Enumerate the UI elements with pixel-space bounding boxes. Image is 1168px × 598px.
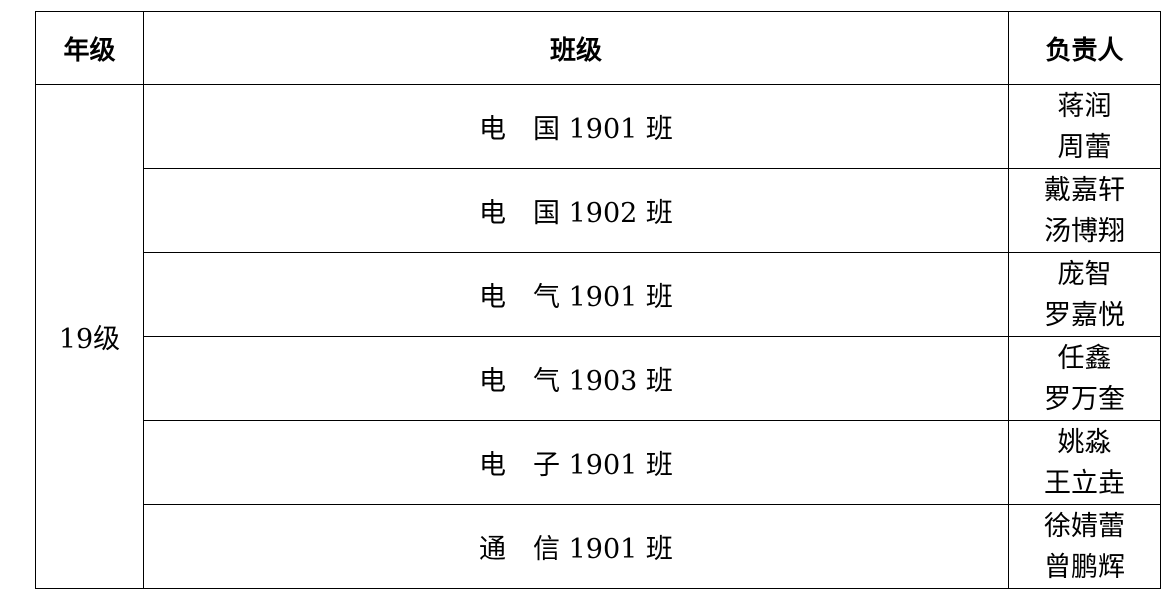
responsible-cell: 徐婧蕾 曾鹏辉: [1008, 504, 1161, 589]
table-row: 电 子 1901 班 姚淼王立垚: [36, 420, 1161, 505]
table-row: 电 气 1901 班 庞智罗嘉悦: [36, 252, 1161, 337]
header-class: 班级: [143, 11, 1009, 85]
table-row: 电 国 1902 班 戴嘉轩汤博翔: [36, 168, 1161, 253]
person-name: 戴嘉轩: [1044, 174, 1125, 206]
class-cell: 电 国 1902 班: [143, 168, 1009, 253]
person-name: 罗嘉悦: [1044, 299, 1125, 331]
person-name: 徐婧蕾: [1044, 510, 1125, 542]
class-cell: 电 气 1903 班: [143, 336, 1009, 421]
person-name: 任鑫: [1057, 342, 1112, 374]
person-name: 姚淼: [1057, 426, 1112, 458]
person-name: 庞智: [1057, 258, 1112, 290]
header-grade: 年级: [35, 11, 144, 85]
responsible-cell: 姚淼 王立垚: [1008, 420, 1161, 505]
class-responsibility-table: 年级 班级 负责人 19级 电 国 1901 班 蒋润周蕾 电 国 1902 班…: [35, 11, 1161, 589]
table-row: 通 信 1901 班 徐婧蕾曾鹏辉: [36, 504, 1161, 589]
person-name: 曾鹏辉: [1044, 551, 1125, 583]
class-cell: 电 子 1901 班: [143, 420, 1009, 505]
responsible-cell: 戴嘉轩 汤博翔: [1008, 168, 1161, 253]
person-name: 蒋润: [1057, 90, 1112, 122]
person-name: 周蕾: [1057, 131, 1112, 163]
class-cell: 电 气 1901 班: [143, 252, 1009, 337]
header-responsible: 负责人: [1008, 11, 1161, 85]
responsible-cell: 蒋润 周蕾: [1008, 84, 1161, 169]
table-row: 电 气 1903 班 任鑫罗万奎: [36, 336, 1161, 421]
table-row: 19级 电 国 1901 班 蒋润周蕾: [35, 84, 1161, 589]
class-cell: 电 国 1901 班: [143, 84, 1009, 169]
header-row: 年级 班级 负责人: [35, 11, 1161, 85]
person-name: 王立垚: [1044, 467, 1125, 499]
person-name: 罗万奎: [1044, 383, 1125, 415]
responsible-cell: 庞智 罗嘉悦: [1008, 252, 1161, 337]
class-cell: 通 信 1901 班: [143, 504, 1009, 589]
grade-cell: 19级: [35, 84, 144, 589]
responsible-cell: 任鑫 罗万奎: [1008, 336, 1161, 421]
person-name: 汤博翔: [1044, 215, 1125, 247]
